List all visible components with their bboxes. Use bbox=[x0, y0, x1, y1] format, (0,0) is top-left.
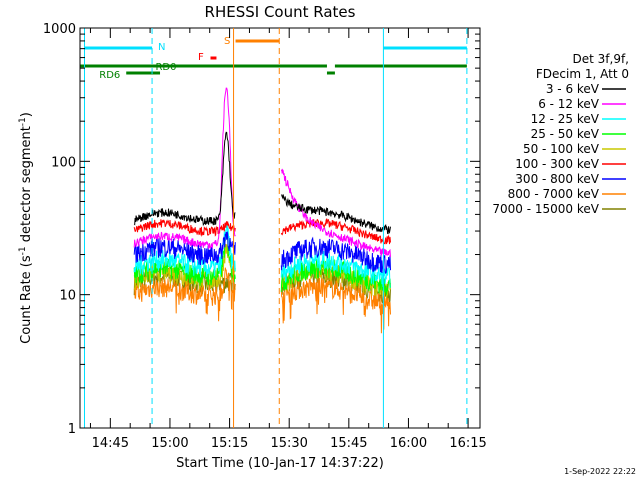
y-axis-label: Count Rate (s-1 detector segment-1) bbox=[18, 112, 34, 344]
x-axis-label: Start Time (10-Jan-17 14:37:22) bbox=[176, 456, 384, 471]
legend-entry-label: 100 - 300 keV bbox=[515, 157, 599, 171]
legend-entry-label: 25 - 50 keV bbox=[531, 127, 600, 141]
series-line bbox=[133, 87, 236, 250]
x-tick-label: 15:30 bbox=[270, 436, 307, 451]
flag-label: F bbox=[198, 52, 204, 63]
y-tick-label: 1000 bbox=[43, 22, 76, 37]
legend-entry-label: 12 - 25 keV bbox=[531, 112, 600, 126]
plot-frame bbox=[79, 27, 481, 429]
series-line bbox=[133, 221, 236, 278]
x-tick-label: 16:00 bbox=[390, 436, 427, 451]
legend-entry-label: 300 - 800 keV bbox=[515, 172, 599, 186]
tick-layer: 1 10 100 1000 14:45 15:00 15:15 15:30 15:45 16:00… bbox=[43, 22, 487, 451]
flag-label: RD6 bbox=[99, 70, 120, 81]
flag-label: N bbox=[158, 42, 165, 53]
x-tick-label: 15:15 bbox=[211, 436, 248, 451]
series-line bbox=[133, 131, 236, 227]
legend-entry-label: 6 - 12 keV bbox=[538, 97, 600, 111]
flag-label: S bbox=[224, 36, 230, 47]
y-tick-label: 10 bbox=[59, 289, 76, 304]
y-tick-label: 1 bbox=[68, 422, 76, 437]
series-line bbox=[133, 231, 236, 266]
series-line bbox=[280, 236, 391, 275]
series-layer bbox=[133, 87, 391, 334]
vline-layer bbox=[83, 28, 468, 428]
series-line bbox=[280, 218, 391, 245]
legend-entry-label: 3 - 6 keV bbox=[546, 82, 600, 96]
y-tick-label: 100 bbox=[51, 155, 76, 170]
x-tick-label: 15:00 bbox=[151, 436, 188, 451]
legend-entry-label: 800 - 7000 keV bbox=[508, 187, 600, 201]
footer-timestamp: 1-Sep-2022 22:22 bbox=[564, 467, 636, 476]
legend-entry-label: 7000 - 15000 keV bbox=[492, 202, 599, 216]
legend-entry-label: 50 - 100 keV bbox=[523, 142, 600, 156]
x-tick-label: 16:15 bbox=[449, 436, 486, 451]
x-tick-label: 15:45 bbox=[330, 436, 367, 451]
series-line bbox=[280, 250, 391, 289]
series-line bbox=[280, 168, 391, 257]
flag-layer: N S F RD0 RD6 bbox=[80, 36, 467, 81]
series-line bbox=[133, 267, 236, 322]
series-line bbox=[280, 277, 391, 334]
x-tick-label: 14:45 bbox=[92, 436, 129, 451]
series-line bbox=[281, 194, 391, 235]
chart-title: RHESSI Count Rates bbox=[205, 3, 356, 21]
legend-header-line-2: FDecim 1, Att 0 bbox=[536, 67, 629, 81]
legend-header-line-1: Det 3f,9f, bbox=[573, 52, 630, 66]
flag-label: RD0 bbox=[155, 62, 176, 73]
